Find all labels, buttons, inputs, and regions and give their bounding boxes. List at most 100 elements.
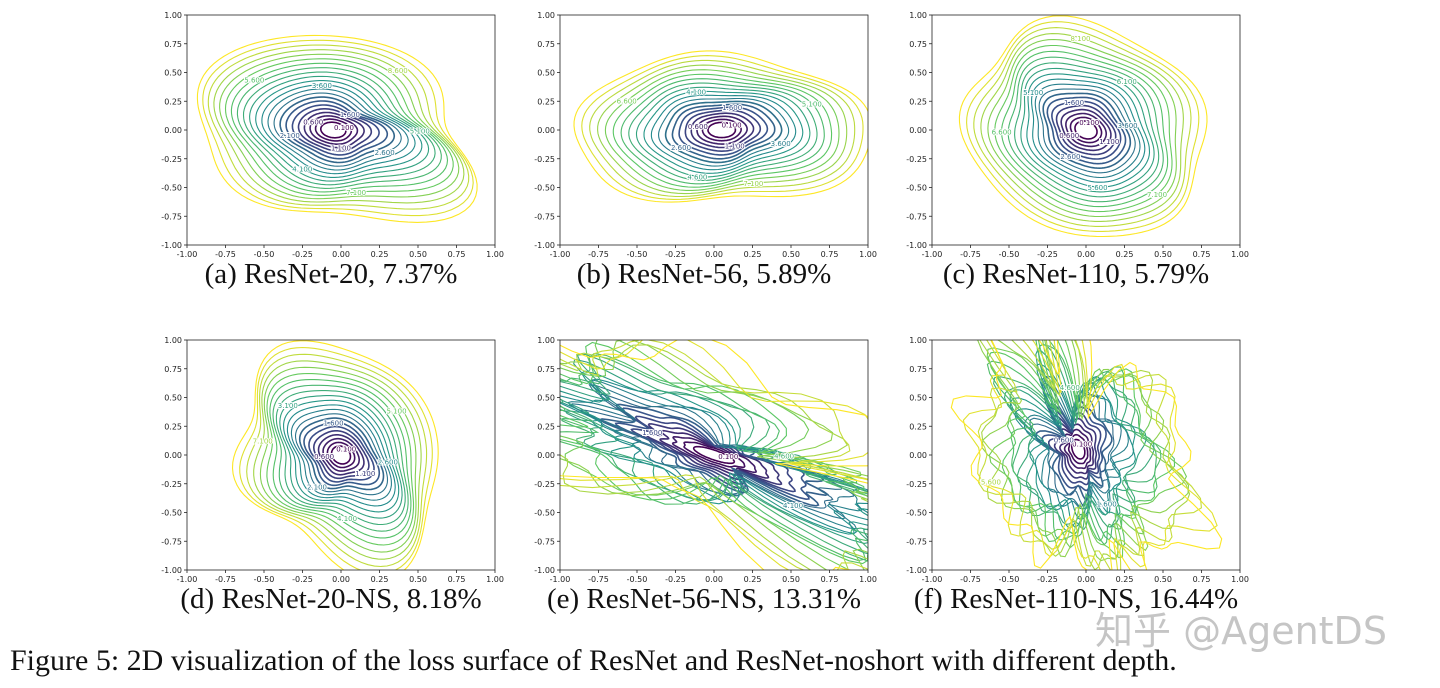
contour-line (962, 340, 1218, 570)
y-tick-label: -0.75 (161, 537, 182, 546)
contour-line (994, 44, 1173, 213)
contour-label: 4.100 (686, 89, 706, 97)
contour-line (958, 15, 1208, 238)
contour-line (658, 97, 790, 167)
contour-label: 0.100 (334, 124, 354, 132)
x-tick-label: -1.00 (550, 575, 571, 584)
contour-line (1069, 116, 1103, 144)
contour-label: 2.600 (1060, 153, 1080, 161)
y-tick-label: -0.75 (534, 537, 555, 546)
x-tick-label: 0.75 (448, 250, 466, 259)
x-tick-label: 1.00 (1231, 250, 1249, 259)
contour-label: 1.600 (323, 419, 343, 427)
y-tick-label: 0.00 (537, 451, 555, 460)
y-tick-label: 0.75 (164, 40, 182, 49)
contour-line (690, 112, 755, 149)
y-tick-label: 1.00 (909, 336, 927, 345)
y-tick-label: -0.25 (534, 480, 555, 489)
y-tick-label: -0.75 (906, 212, 927, 221)
contour-label: 8.100 (1070, 35, 1090, 43)
contour-line (1051, 100, 1122, 160)
x-tick-label: -0.25 (292, 250, 313, 259)
y-tick-label: 0.25 (537, 422, 555, 431)
contour-line (560, 341, 868, 565)
x-tick-label: -1.00 (922, 575, 943, 584)
contour-line (219, 53, 460, 200)
x-tick-label: 0.25 (1116, 250, 1134, 259)
y-tick-label: 1.00 (537, 336, 555, 345)
contour-line (671, 435, 757, 474)
contour-label: 0.600 (314, 453, 334, 461)
contour-line (1055, 104, 1117, 156)
contour-line (560, 370, 868, 535)
x-tick-label: 0.00 (1077, 575, 1095, 584)
axes-frame (931, 339, 1241, 571)
contour-plot: 0.100 0.600 1.100 1.600 2.100 2.600 3.600 4.100… (161, 11, 504, 259)
contour-label: 2.600 (378, 458, 398, 466)
panel-a: 0.100 0.600 1.100 1.600 2.100 2.600 3.600 4.100… (147, 8, 507, 270)
x-tick-label: 0.00 (1077, 250, 1095, 259)
y-tick-label: -0.50 (534, 184, 555, 193)
contour-label: 3.100 (278, 402, 298, 410)
x-tick-label: 0.75 (448, 575, 466, 584)
contour-line (1014, 62, 1160, 198)
x-tick-label: -0.50 (254, 250, 275, 259)
contour-line (285, 100, 389, 160)
x-tick-label: -0.75 (960, 575, 981, 584)
contour-line (272, 384, 409, 532)
contour-line (678, 106, 769, 156)
contour-label: 6.100 (1117, 78, 1137, 86)
x-tick-label: -0.50 (254, 575, 275, 584)
contour-line (286, 404, 396, 507)
contour-label: 4.600 (687, 173, 707, 181)
contour-line (308, 425, 375, 483)
panel-c: 0.100 0.600 1.100 1.600 2.600 3.600 5.100 5.600… (892, 8, 1252, 270)
x-tick-label: 0.00 (705, 250, 723, 259)
y-tick-label: -1.00 (161, 566, 182, 575)
x-tick-label: 0.75 (821, 575, 839, 584)
contour-label: 2.600 (375, 149, 395, 157)
contour-label: 1.600 (722, 104, 742, 112)
contour-line (560, 344, 868, 570)
x-tick-label: -0.25 (665, 575, 686, 584)
y-tick-label: -0.25 (906, 155, 927, 164)
contour-line (950, 340, 1223, 570)
contour-label: 1.600 (1097, 500, 1117, 508)
contour-label: 0.100 (722, 122, 742, 130)
x-tick-label: -0.75 (215, 575, 236, 584)
contour-line (294, 413, 389, 496)
x-tick-label: 0.75 (821, 250, 839, 259)
contour-line (1023, 376, 1129, 510)
contour-label: 0.600 (688, 123, 708, 131)
contour-line (330, 445, 352, 465)
contour-label: 5.100 (802, 100, 822, 108)
contour-line (196, 34, 478, 223)
y-tick-label: 0.25 (909, 422, 927, 431)
contour-line (1020, 67, 1155, 193)
y-tick-label: 0.25 (164, 97, 182, 106)
contour-label: 1.600 (340, 111, 360, 119)
contour-label: 8.600 (388, 67, 408, 75)
contour-line (1034, 83, 1141, 179)
contour-line (1026, 73, 1151, 188)
x-tick-label: -0.25 (665, 250, 686, 259)
x-tick-label: -1.00 (177, 250, 198, 259)
contour-line (560, 340, 868, 570)
contour-line (266, 372, 415, 546)
contour-line (298, 417, 385, 491)
contour-label: 4.600 (774, 452, 794, 460)
contour-line (1067, 433, 1089, 465)
y-tick-label: 0.75 (909, 40, 927, 49)
y-tick-label: 0.00 (537, 126, 555, 135)
contour-line (560, 353, 868, 562)
subcaption-b: (b) ResNet-56, 5.89% (576, 258, 832, 290)
contour-line (1038, 88, 1136, 174)
contour-line (1063, 428, 1092, 470)
contour-line (320, 121, 347, 139)
contour-label: 1.600 (1064, 99, 1084, 107)
y-tick-label: -0.25 (161, 155, 182, 164)
contour-line (269, 379, 412, 539)
x-tick-label: -1.00 (550, 250, 571, 259)
